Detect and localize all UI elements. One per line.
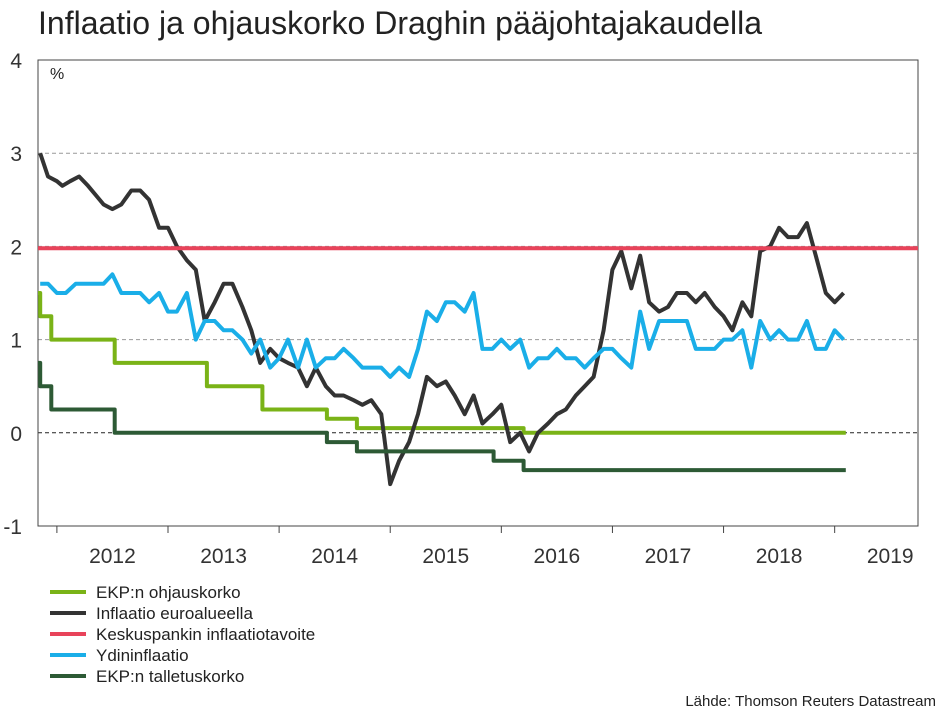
y-tick-label: -1 <box>3 516 22 539</box>
y-tick-label: 4 <box>10 50 22 73</box>
plot-frame <box>37 59 919 527</box>
x-axis: 2012 2013 2014 2015 2016 2017 2018 2019 <box>56 526 914 568</box>
x-tick-label: 2013 <box>200 545 247 568</box>
legend-label: EKP:n ohjauskorko <box>96 583 241 602</box>
chart-title: Inflaatio ja ohjauskorko Draghin pääjoht… <box>38 5 762 41</box>
unit-label: % <box>50 66 64 83</box>
legend: EKP:n ohjauskorko Inflaatio euroalueella K… <box>50 583 315 686</box>
y-tick-label: 0 <box>10 423 22 446</box>
series-lines <box>38 152 918 487</box>
series-line-4 <box>38 360 846 473</box>
source-note: Lähde: Thomson Reuters Datastream <box>685 693 936 710</box>
legend-label: Keskuspankin inflaatiotavoite <box>96 625 315 644</box>
x-tick-label: 2012 <box>89 545 136 568</box>
y-axis-ticks: 4 3 2 1 0 -1 <box>3 50 22 539</box>
x-tick-label: 2014 <box>311 545 358 568</box>
legend-label: Inflaatio euroalueella <box>96 604 253 623</box>
y-tick-label: 1 <box>10 330 22 353</box>
series-line-3 <box>40 272 846 379</box>
legend-label: Ydininflaatio <box>96 646 189 665</box>
legend-label: EKP:n talletuskorko <box>96 667 244 686</box>
x-tick-label: 2018 <box>756 545 803 568</box>
x-tick-label: 2015 <box>422 545 469 568</box>
y-tick-label: 2 <box>10 236 22 259</box>
x-tick-label: 2016 <box>534 545 581 568</box>
x-tick-label: 2017 <box>645 545 692 568</box>
series-line-1 <box>38 152 846 487</box>
x-tick-label: 2019 <box>867 545 914 568</box>
y-tick-label: 3 <box>10 143 22 166</box>
